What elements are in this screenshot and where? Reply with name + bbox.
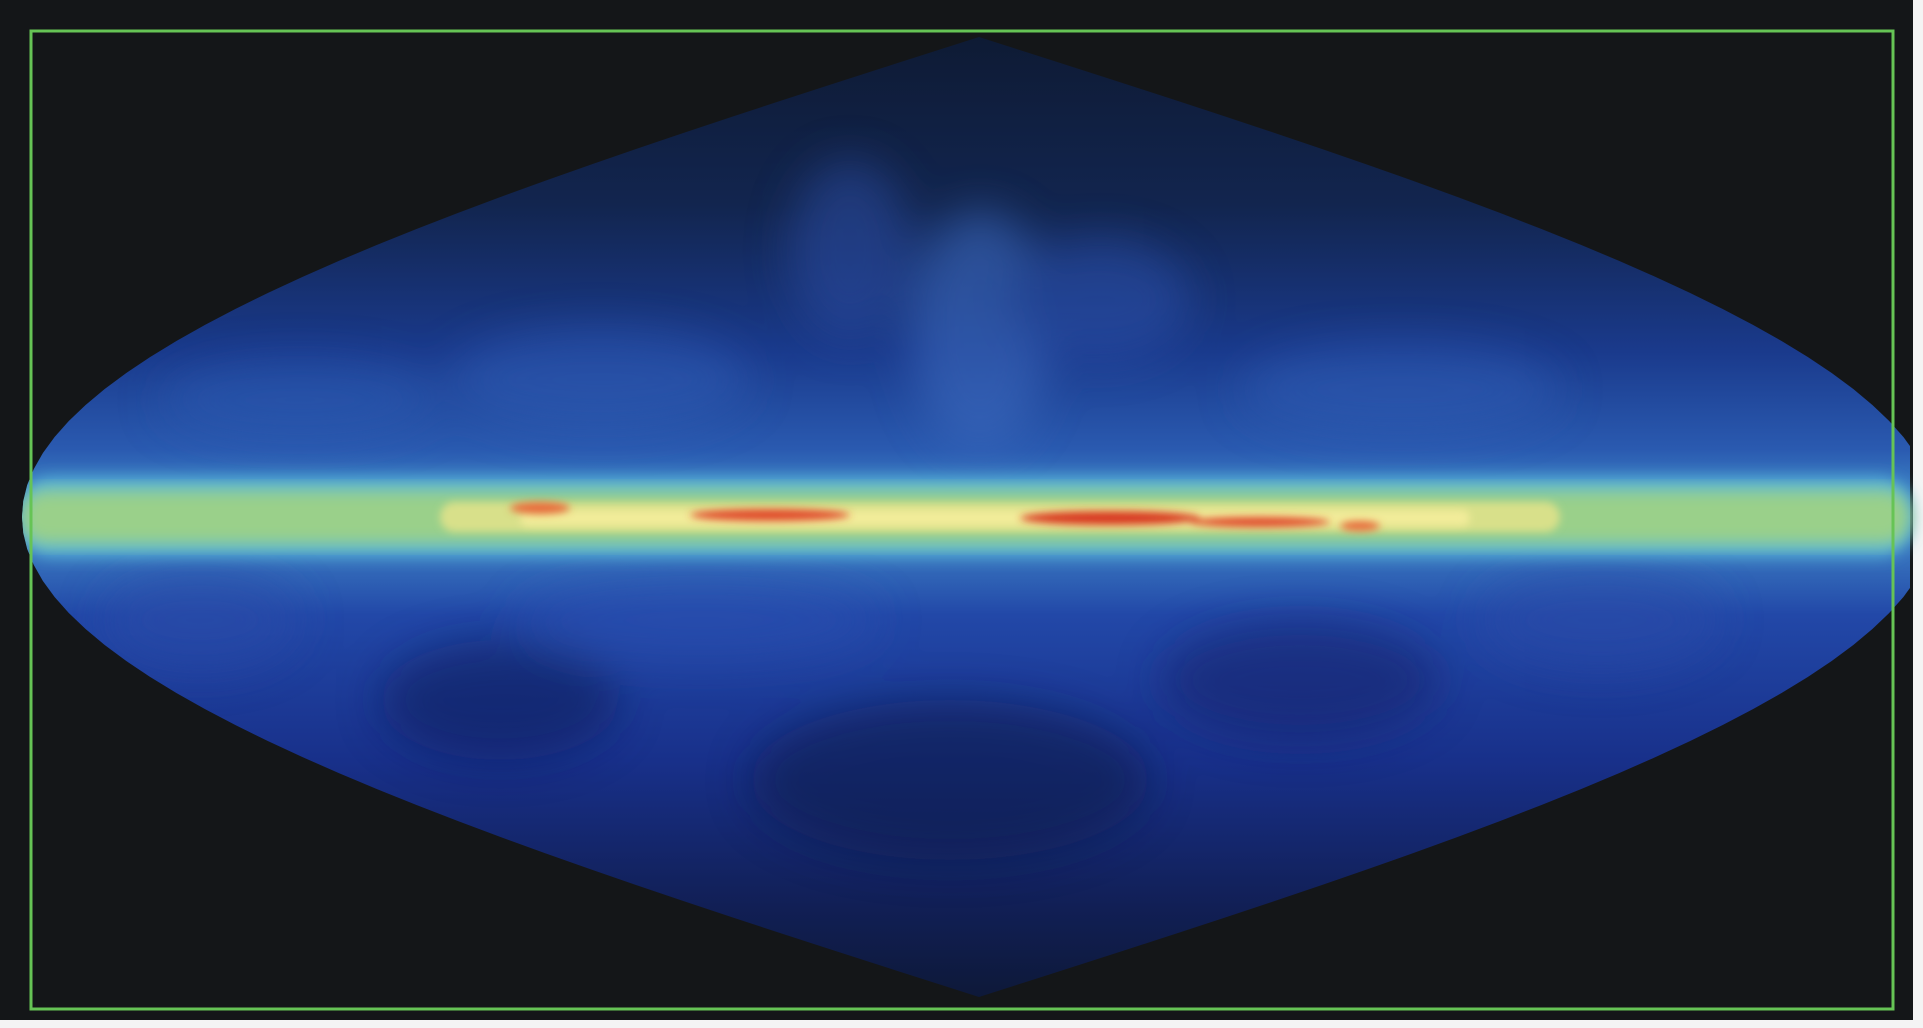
cloud-texture (100, 160, 1720, 860)
band-core (520, 510, 1470, 526)
band-red (510, 502, 1380, 531)
frame (29, 29, 1895, 1011)
